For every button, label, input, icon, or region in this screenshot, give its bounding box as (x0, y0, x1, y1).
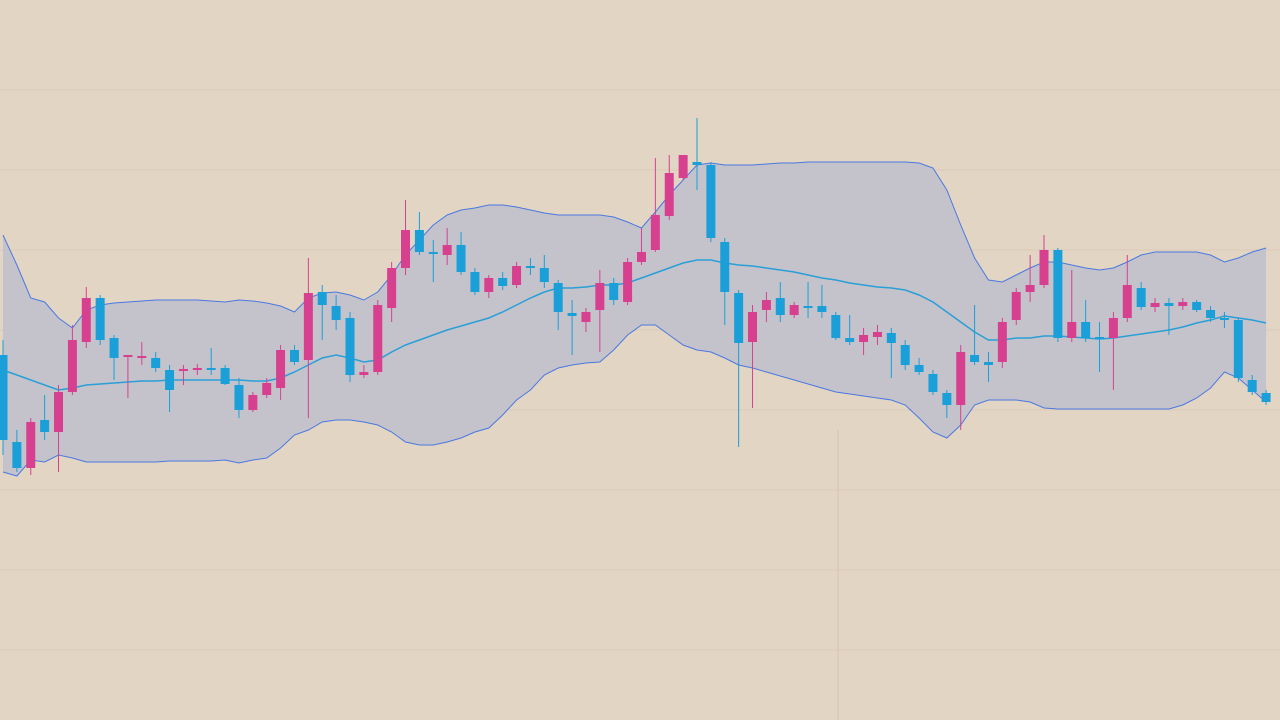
candle-body (914, 365, 924, 372)
candle-body (553, 283, 563, 312)
candle-body (262, 383, 272, 395)
candle-body (484, 278, 494, 292)
candle-body (0, 355, 8, 440)
candle-body (886, 333, 896, 343)
candle-body (636, 252, 646, 262)
candle-body (165, 370, 175, 390)
candle-body (498, 278, 508, 286)
candle-body (470, 272, 480, 292)
lower-band (2, 324, 1267, 477)
candle-body (373, 305, 383, 372)
candle-body (137, 356, 147, 358)
candle-body (692, 162, 702, 165)
candle-body (123, 355, 133, 357)
candle-body (1150, 303, 1160, 307)
candle-body (748, 312, 758, 342)
candle-body (1081, 322, 1091, 338)
candle-body (456, 245, 466, 272)
candle-body (81, 298, 91, 342)
candle-body (1025, 285, 1035, 292)
candle-body (775, 298, 785, 315)
candle-body (401, 230, 411, 268)
candle-body (1108, 318, 1118, 338)
candle-body (956, 352, 966, 405)
candle-body (359, 372, 369, 375)
candle-body (817, 306, 827, 312)
candle-body (1039, 250, 1049, 285)
candle-body (1053, 250, 1063, 338)
candle-body (1247, 380, 1257, 392)
candle-body (1011, 292, 1021, 320)
candle-body (1206, 310, 1216, 318)
candle-body (67, 340, 77, 392)
candle-body (151, 358, 161, 368)
candle-body (581, 312, 591, 322)
candle-body (734, 293, 744, 343)
candle-body (650, 215, 660, 250)
candle-body (1164, 303, 1174, 306)
candle-body (970, 355, 980, 362)
candle-body (803, 306, 813, 308)
candle-body (428, 252, 438, 254)
candle-body (317, 292, 327, 305)
candle-body (331, 306, 341, 320)
candle-body (872, 332, 882, 337)
candle-body (942, 393, 952, 405)
candle-body (303, 293, 313, 360)
candle-body (609, 283, 619, 300)
candle-body (1122, 285, 1132, 318)
candle-body (1219, 318, 1229, 320)
candle-body (345, 318, 355, 375)
candle-body (1067, 322, 1077, 338)
candle-body (192, 368, 202, 370)
candle-body (1095, 337, 1105, 339)
candle-body (1178, 302, 1188, 306)
candle-body (26, 422, 36, 468)
candle-body (761, 300, 771, 310)
candle-body (248, 395, 258, 410)
candle-body (289, 350, 299, 362)
candle-body (40, 420, 50, 432)
candle-body (859, 335, 869, 342)
candle-body (983, 362, 993, 365)
candle-body (220, 368, 230, 384)
candle-body (109, 338, 119, 358)
candle-body (234, 385, 244, 410)
candle-body (997, 322, 1007, 362)
candle-body (900, 345, 910, 365)
candle-body (1136, 288, 1146, 307)
candle-body (1233, 320, 1243, 378)
candle-body (206, 368, 216, 370)
candle-body (1261, 393, 1271, 402)
candle-body (54, 392, 64, 432)
candle-body (595, 283, 605, 310)
candle-body (1192, 302, 1202, 310)
candle-body (720, 242, 730, 292)
candle-body (12, 442, 22, 468)
candle-body (525, 266, 535, 268)
candle-body (539, 268, 549, 282)
candle-body (789, 305, 799, 315)
candle-body (678, 155, 688, 178)
candle-body (95, 298, 105, 340)
candle-body (706, 165, 716, 238)
candle-body (414, 230, 424, 252)
candle-body (845, 338, 855, 342)
candle-body (623, 262, 633, 302)
candle-body (178, 369, 188, 371)
candle-body (442, 245, 452, 255)
candle-body (276, 350, 286, 388)
candle-body (928, 374, 938, 392)
candle-body (831, 315, 841, 338)
candle-body (512, 266, 522, 285)
candle-body (664, 173, 674, 216)
candle-body (387, 268, 397, 308)
candle-body (567, 313, 577, 316)
